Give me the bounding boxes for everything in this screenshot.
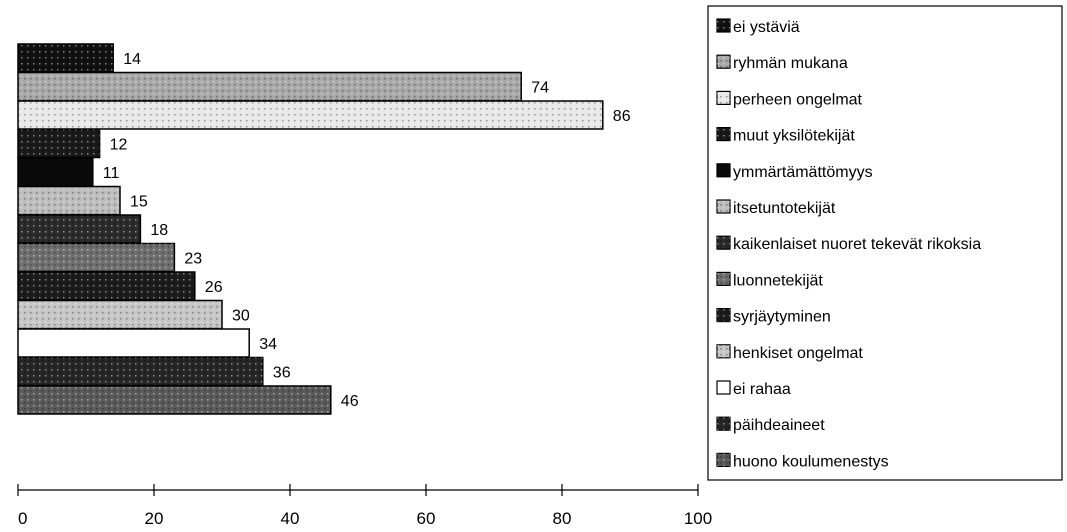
legend-label: luonnetekijät xyxy=(733,272,823,289)
bar-texture xyxy=(18,243,175,272)
legend-label: päihdeaineet xyxy=(733,417,825,434)
legend-label: itsetuntotekijät xyxy=(733,200,836,217)
data-label: 14 xyxy=(123,51,141,68)
legend-label: ei rahaa xyxy=(733,381,791,398)
data-label: 86 xyxy=(613,108,631,125)
legend-box xyxy=(707,5,1063,481)
legend-label: muut yksilötekijät xyxy=(733,128,855,145)
bar-texture xyxy=(18,129,100,158)
legend-label: perheen ongelmat xyxy=(733,91,863,108)
x-tick-label: 60 xyxy=(417,509,436,528)
data-label: 12 xyxy=(110,137,128,154)
x-tick-label: 80 xyxy=(553,509,572,528)
x-tick-label: 100 xyxy=(684,509,712,528)
data-label: 46 xyxy=(341,393,359,410)
legend-swatch-texture xyxy=(717,91,730,105)
data-label: 36 xyxy=(273,365,291,382)
legend-swatch xyxy=(716,163,731,178)
bar-texture xyxy=(18,386,331,414)
legend-swatch-texture xyxy=(717,417,730,431)
x-axis: 0 20 40 60 80 100 xyxy=(17,484,712,528)
legend-label: henkiset ongelmat xyxy=(733,345,863,362)
legend-swatch-texture xyxy=(717,453,730,467)
legend-swatch-texture xyxy=(717,127,730,141)
data-label: 30 xyxy=(232,308,250,325)
bar-texture xyxy=(18,272,195,300)
data-label: 15 xyxy=(130,194,148,211)
data-label: 11 xyxy=(103,165,120,182)
x-tick-label: 20 xyxy=(145,509,164,528)
x-tick-label: 0 xyxy=(18,509,27,528)
legend: ei ystäviä ryhmän mukana perheen ongelmat m… xyxy=(707,5,1063,481)
data-label: 74 xyxy=(531,80,549,97)
legend-label: ei ystäviä xyxy=(733,19,800,36)
data-label: 18 xyxy=(150,222,168,239)
legend-label: ymmärtämättömyys xyxy=(733,164,873,181)
legend-label: huono koulumenestys xyxy=(733,453,889,470)
legend-swatch-texture xyxy=(717,55,730,69)
data-label: 34 xyxy=(259,336,277,353)
bar-texture xyxy=(18,44,114,72)
legend-label: kaikenlaiset nuoret tekevät rikoksia xyxy=(733,236,981,253)
legend-swatch xyxy=(716,380,731,395)
data-label: 23 xyxy=(184,251,202,268)
bar-texture xyxy=(18,72,522,101)
legend-swatch-texture xyxy=(717,19,730,32)
bar xyxy=(17,157,94,187)
bar-texture xyxy=(18,300,222,329)
legend-swatch-texture xyxy=(717,236,730,250)
bar-texture xyxy=(18,215,141,243)
bar-texture xyxy=(18,357,263,386)
legend-swatch-texture xyxy=(717,344,730,358)
data-label: 26 xyxy=(205,279,223,296)
legend-label: ryhmän mukana xyxy=(733,55,848,72)
bar-texture xyxy=(18,101,603,129)
legend-swatch-texture xyxy=(717,272,730,286)
legend-swatch-texture xyxy=(717,200,730,213)
legend-swatch-texture xyxy=(717,308,730,322)
bar-texture xyxy=(18,186,120,215)
x-tick-label: 40 xyxy=(281,509,300,528)
legend-label: syrjäytyminen xyxy=(733,309,831,326)
bar xyxy=(17,328,250,358)
